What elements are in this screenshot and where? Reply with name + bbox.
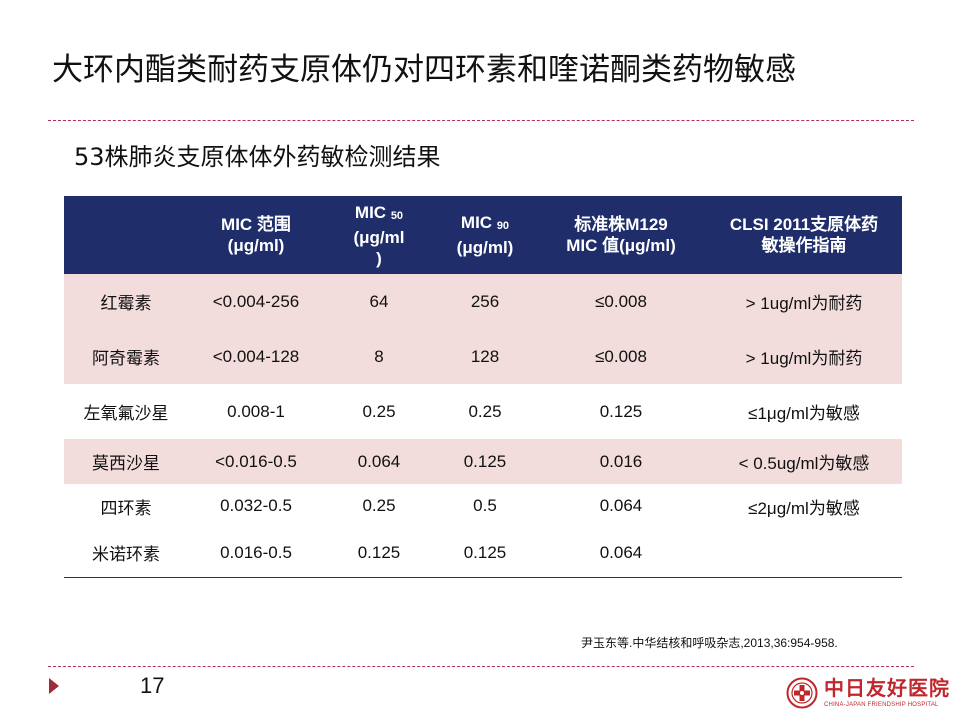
cell-m129: ≤0.008: [536, 274, 706, 329]
hospital-seal-icon: [786, 677, 818, 709]
cell-drug: 阿奇霉素: [64, 329, 188, 384]
page-number: 17: [140, 673, 165, 698]
table-row: 四环素 0.032-0.5 0.25 0.5 0.064 ≤2μg/ml为敏感: [64, 484, 902, 528]
cell-clsi: ≤1μg/ml为敏感: [706, 384, 902, 439]
table-row: 阿奇霉素 <0.004-128 8 128 ≤0.008 > 1ug/ml为耐药: [64, 329, 902, 384]
footer-divider: [48, 666, 914, 667]
mic-results-table: MIC 范围 (μg/ml) MIC 50 (μg/ml ) MIC 90 (μ…: [64, 196, 902, 578]
cell-clsi: > 1ug/ml为耐药: [706, 274, 902, 329]
cell-m129: ≤0.008: [536, 329, 706, 384]
hospital-logo: 中日友好医院 CHINA-JAPAN FRIENDSHIP HOSPITAL: [786, 675, 949, 715]
hospital-name-english: CHINA-JAPAN FRIENDSHIP HOSPITAL: [824, 702, 939, 708]
title-divider: [48, 120, 914, 121]
hospital-name: 中日友好医院: [824, 676, 950, 700]
cell-clsi: ≤2μg/ml为敏感: [706, 484, 902, 528]
cell-m129: 0.064: [536, 528, 706, 578]
cell-m129: 0.125: [536, 384, 706, 439]
cell-mic90: 256: [434, 274, 536, 329]
cell-mic90: 0.125: [434, 528, 536, 578]
cell-mic50: 0.125: [324, 528, 434, 578]
cell-range: <0.004-256: [188, 274, 324, 329]
cell-mic90: 0.5: [434, 484, 536, 528]
header-mic-range: MIC 范围 (μg/ml): [188, 196, 324, 274]
cell-mic90: 0.25: [434, 384, 536, 439]
header-mic90: MIC 90 (μg/ml): [434, 196, 536, 274]
slide-subtitle: 53株肺炎支原体体外药敏检测结果: [74, 143, 441, 171]
table-row: 红霉素 <0.004-256 64 256 ≤0.008 > 1ug/ml为耐药: [64, 274, 902, 329]
cell-range: 0.008-1: [188, 384, 324, 439]
cell-drug: 左氧氟沙星: [64, 384, 188, 439]
cell-m129: 0.064: [536, 484, 706, 528]
cell-clsi: [706, 528, 902, 578]
table-row: 米诺环素 0.016-0.5 0.125 0.125 0.064: [64, 528, 902, 578]
table-row: 莫西沙星 <0.016-0.5 0.064 0.125 0.016 < 0.5u…: [64, 439, 902, 484]
cell-drug: 莫西沙星: [64, 439, 188, 484]
cell-mic50: 64: [324, 274, 434, 329]
cell-mic90: 0.125: [434, 439, 536, 484]
cell-range: <0.016-0.5: [188, 439, 324, 484]
cell-drug: 四环素: [64, 484, 188, 528]
cell-range: 0.016-0.5: [188, 528, 324, 578]
cell-clsi: < 0.5ug/ml为敏感: [706, 439, 902, 484]
header-mic50: MIC 50 (μg/ml ): [324, 196, 434, 274]
header-clsi: CLSI 2011支原体药 敏操作指南: [706, 196, 902, 274]
slide-title: 大环内酯类耐药支原体仍对四环素和喹诺酮类药物敏感: [52, 52, 796, 88]
cell-mic50: 0.064: [324, 439, 434, 484]
cell-mic90: 128: [434, 329, 536, 384]
table-header-row: MIC 范围 (μg/ml) MIC 50 (μg/ml ) MIC 90 (μ…: [64, 196, 902, 274]
cell-mic50: 8: [324, 329, 434, 384]
table-row: 左氧氟沙星 0.008-1 0.25 0.25 0.125 ≤1μg/ml为敏感: [64, 384, 902, 439]
citation: 尹玉东等.中华结核和呼吸杂志,2013,36:954-958.: [581, 636, 838, 650]
cell-clsi: > 1ug/ml为耐药: [706, 329, 902, 384]
cell-mic50: 0.25: [324, 384, 434, 439]
header-m129: 标准株M129 MIC 值(μg/ml): [536, 196, 706, 274]
cell-m129: 0.016: [536, 439, 706, 484]
cell-drug: 米诺环素: [64, 528, 188, 578]
slide-arrow-icon: [49, 678, 59, 694]
cell-drug: 红霉素: [64, 274, 188, 329]
cell-range: 0.032-0.5: [188, 484, 324, 528]
header-drug: [64, 196, 188, 274]
cell-range: <0.004-128: [188, 329, 324, 384]
cell-mic50: 0.25: [324, 484, 434, 528]
